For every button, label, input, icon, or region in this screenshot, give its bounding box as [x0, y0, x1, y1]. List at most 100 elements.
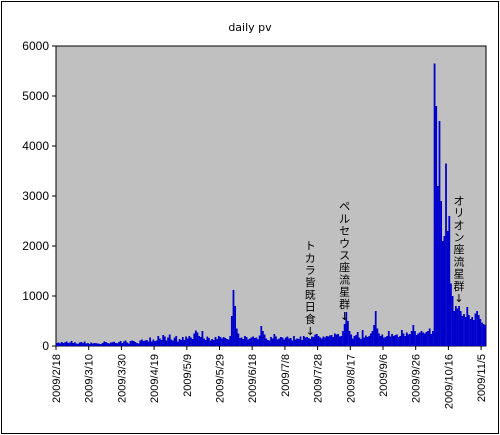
bar: [405, 332, 408, 346]
bar: [90, 342, 93, 346]
bar: [397, 337, 400, 346]
bar: [163, 336, 166, 346]
bar: [301, 340, 304, 346]
bar: [60, 342, 63, 346]
bar: [204, 340, 207, 346]
bar: [183, 340, 186, 346]
bar: [296, 338, 299, 346]
bar: [93, 343, 96, 346]
bar: [391, 334, 393, 346]
bar: [157, 336, 160, 346]
bar: [134, 342, 137, 346]
bar: [400, 330, 403, 346]
bar: [127, 343, 130, 346]
bar: [248, 338, 251, 346]
bar: [73, 342, 76, 346]
bar: [320, 338, 323, 346]
bar: [306, 337, 308, 346]
bar: [394, 335, 397, 346]
bar: [448, 216, 451, 346]
bar: [311, 336, 313, 346]
bar: [302, 336, 305, 346]
bar: [348, 331, 351, 346]
bar: [180, 340, 183, 346]
bar: [376, 328, 379, 346]
bar: [440, 201, 443, 346]
bar: [168, 334, 171, 346]
bar: [235, 328, 238, 346]
bar: [150, 341, 153, 346]
bar: [167, 337, 169, 346]
bar: [392, 336, 395, 346]
bar: [381, 334, 384, 346]
bar: [237, 333, 240, 346]
y-axis: 0 1000 2000 3000 4000 5000 6000: [22, 39, 56, 353]
y-tick-label: 4000: [22, 139, 49, 153]
bar: [247, 339, 250, 346]
x-tick-label: 2009/2/18: [51, 354, 63, 403]
bar: [69, 342, 71, 346]
bar: [221, 338, 223, 346]
bar: [484, 325, 487, 346]
bar: [141, 339, 143, 346]
bar: [154, 341, 156, 346]
bar: [317, 336, 320, 346]
bar: [194, 330, 197, 346]
bar: [185, 336, 187, 346]
bar: [468, 315, 470, 346]
bar: [181, 337, 184, 346]
bar: [412, 325, 415, 346]
bar: [436, 186, 439, 346]
bar: [229, 336, 232, 346]
bar: [414, 331, 416, 346]
bar: [433, 63, 436, 346]
y-tick-label: 0: [42, 339, 49, 353]
bar: [113, 341, 116, 346]
bar: [322, 336, 325, 346]
bar: [312, 337, 315, 346]
bar: [222, 337, 225, 346]
bar: [420, 331, 423, 346]
bar: [175, 336, 178, 346]
bar: [309, 339, 312, 346]
x-axis: 2009/2/18 2009/3/10 2009/3/30 2009/4/19 2009…: [51, 346, 488, 409]
bar: [78, 342, 81, 346]
bar: [396, 334, 398, 346]
bar: [474, 313, 477, 346]
bar: [378, 333, 380, 346]
bar: [366, 337, 369, 346]
bar: [72, 343, 75, 346]
bar: [136, 343, 138, 346]
bar: [67, 343, 70, 346]
bar: [273, 334, 276, 346]
bar: [340, 336, 343, 346]
bar: [234, 306, 236, 346]
bar: [402, 333, 405, 346]
bar: [441, 241, 444, 346]
bar: [101, 343, 104, 346]
bar: [409, 334, 411, 346]
x-tick-label: 2009/3/10: [84, 354, 96, 403]
bar-series: [56, 63, 487, 346]
bar: [216, 339, 219, 346]
bar: [144, 340, 147, 346]
x-tick-label: 2009/5/9: [182, 354, 194, 397]
bar: [260, 326, 263, 346]
x-tick-label: 2009/9/26: [411, 354, 423, 403]
bar: [111, 342, 114, 346]
bar: [443, 236, 446, 346]
bar: [56, 343, 58, 346]
bar: [324, 337, 326, 346]
bar: [82, 343, 84, 346]
bar: [325, 336, 328, 346]
bar: [345, 312, 348, 346]
bar: [453, 311, 456, 346]
bar: [446, 231, 449, 346]
bar: [417, 333, 420, 346]
bar: [425, 332, 428, 346]
bar: [263, 334, 266, 346]
bar: [335, 334, 338, 346]
x-tick-label: 2009/6/18: [247, 354, 259, 403]
bar: [83, 341, 86, 346]
